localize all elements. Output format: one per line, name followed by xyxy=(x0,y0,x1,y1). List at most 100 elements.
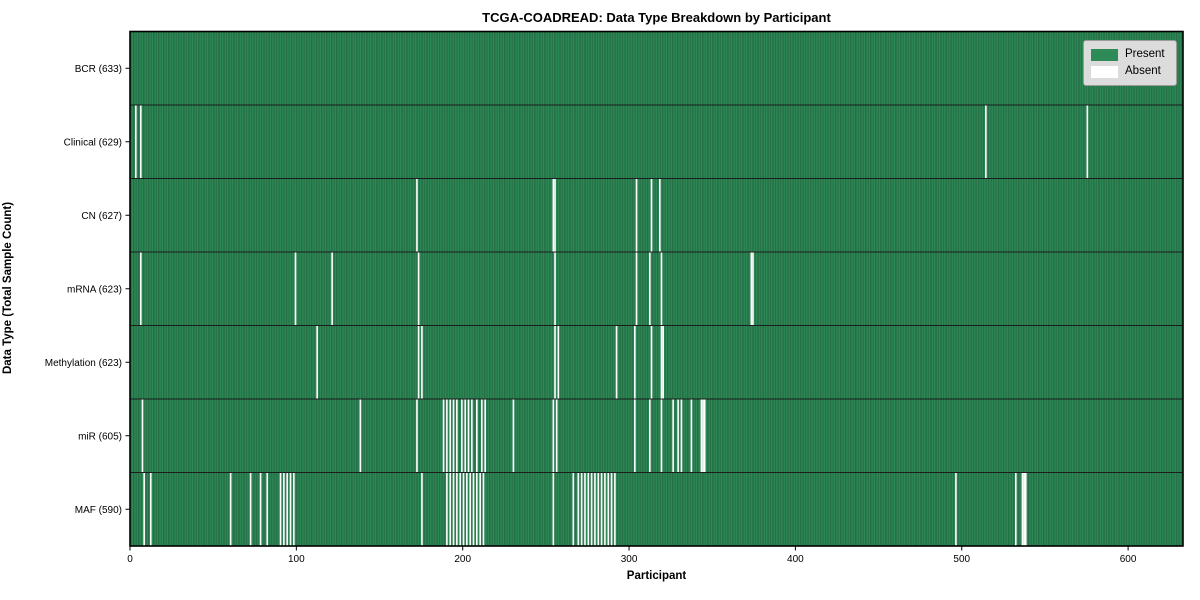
absent-stripe xyxy=(635,178,638,252)
heatmap-row xyxy=(130,325,1183,399)
heatmap-row xyxy=(130,399,1183,473)
absent-stripe xyxy=(690,399,693,473)
absent-stripe xyxy=(587,472,590,546)
absent-stripe xyxy=(1086,105,1089,179)
absent-stripe xyxy=(466,472,468,546)
absent-stripe xyxy=(141,399,144,473)
absent-stripe xyxy=(635,252,638,326)
absent-stripe xyxy=(650,178,653,252)
absent-stripe xyxy=(279,472,282,546)
absent-stripe xyxy=(446,399,448,473)
absent-stripe xyxy=(294,252,297,326)
absent-stripe xyxy=(266,472,269,546)
absent-stripe xyxy=(649,399,651,473)
absent-stripe xyxy=(597,472,600,546)
absent-stripe xyxy=(229,472,232,546)
absent-stripe xyxy=(552,399,555,473)
absent-stripe xyxy=(421,472,423,546)
absent-stripe xyxy=(649,252,651,326)
legend-entry-present: Present xyxy=(1091,46,1170,63)
absent-stripe xyxy=(680,399,683,473)
x-tick-label: 500 xyxy=(953,554,970,565)
absent-stripe xyxy=(660,252,663,326)
absent-stripe xyxy=(672,399,674,473)
absent-stripe xyxy=(449,399,452,473)
absent-stripe xyxy=(293,472,295,546)
absent-stripe xyxy=(552,472,555,546)
absent-stripe xyxy=(416,399,418,473)
absent-stripe xyxy=(554,178,556,252)
y-tick-label: Methylation (623) xyxy=(45,358,122,369)
absent-stripe xyxy=(1023,472,1025,546)
absent-stripe xyxy=(461,399,463,473)
absent-stripe xyxy=(481,399,483,473)
absent-stripe xyxy=(607,472,610,546)
absent-swatch xyxy=(1091,65,1118,78)
absent-stripe xyxy=(259,472,262,546)
x-axis-label: Participant xyxy=(626,570,687,582)
absent-stripe xyxy=(449,472,452,546)
absent-stripe xyxy=(467,399,470,473)
absent-stripe xyxy=(416,178,418,252)
absent-stripe xyxy=(452,399,455,473)
x-tick-label: 0 xyxy=(127,554,133,565)
present-swatch xyxy=(1091,48,1118,61)
absent-stripe xyxy=(552,178,555,252)
absent-stripe xyxy=(750,252,753,326)
absent-stripe xyxy=(615,325,618,399)
absent-stripe xyxy=(139,105,142,179)
absent-stripe xyxy=(476,399,478,473)
absent-stripe xyxy=(1014,472,1017,546)
y-tick-label: mRNA (623) xyxy=(67,284,122,295)
absent-stripe xyxy=(555,399,558,473)
absent-stripe xyxy=(476,472,478,546)
absent-stripe xyxy=(557,325,560,399)
x-tick-label: 100 xyxy=(288,554,305,565)
absent-stripe xyxy=(600,472,603,546)
absent-stripe xyxy=(456,399,458,473)
absent-stripe xyxy=(660,399,663,473)
plot-border xyxy=(129,30,1184,547)
x-tick-label: 200 xyxy=(454,554,471,565)
absent-stripe xyxy=(580,472,583,546)
y-axis-label: Data Type (Total Sample Count) xyxy=(2,201,14,375)
y-tick-label: miR (605) xyxy=(78,431,122,442)
absent-stripe xyxy=(143,472,145,546)
absent-stripe xyxy=(421,325,423,399)
absent-stripe xyxy=(650,325,653,399)
absent-stripe xyxy=(700,399,703,473)
absent-stripe xyxy=(462,472,465,546)
absent-stripe xyxy=(134,105,137,179)
absent-stripe xyxy=(139,252,142,326)
legend-entry-absent: Absent xyxy=(1091,63,1170,80)
absent-stripe xyxy=(484,399,486,473)
absent-stripe xyxy=(479,472,481,546)
absent-stripe xyxy=(584,472,586,546)
absent-stripe xyxy=(417,325,420,399)
x-tick-label: 400 xyxy=(787,554,804,565)
absent-stripe xyxy=(316,325,318,399)
absent-stripe xyxy=(472,472,475,546)
absent-stripe xyxy=(446,472,448,546)
absent-stripe xyxy=(442,399,445,473)
absent-stripe xyxy=(469,472,472,546)
absent-stripe xyxy=(417,252,420,326)
absent-stripe xyxy=(572,472,575,546)
absent-stripe xyxy=(594,472,596,546)
absent-stripe xyxy=(634,399,636,473)
y-tick-label: MAF (590) xyxy=(75,505,122,516)
absent-stripe xyxy=(590,472,593,546)
chart-title: TCGA-COADREAD: Data Type Breakdown by Pa… xyxy=(482,10,831,25)
x-tick-label: 300 xyxy=(621,554,638,565)
y-tick-label: Clinical (629) xyxy=(64,137,122,148)
absent-stripe xyxy=(577,472,580,546)
legend: Present Absent xyxy=(1083,40,1177,86)
absent-stripe xyxy=(482,472,485,546)
heatmap-row xyxy=(130,31,1183,105)
absent-stripe xyxy=(677,399,679,473)
absent-stripe xyxy=(554,325,556,399)
absent-stripe xyxy=(283,472,285,546)
absent-stripe xyxy=(703,399,706,473)
heatmap-row xyxy=(130,472,1183,546)
absent-stripe xyxy=(634,325,636,399)
